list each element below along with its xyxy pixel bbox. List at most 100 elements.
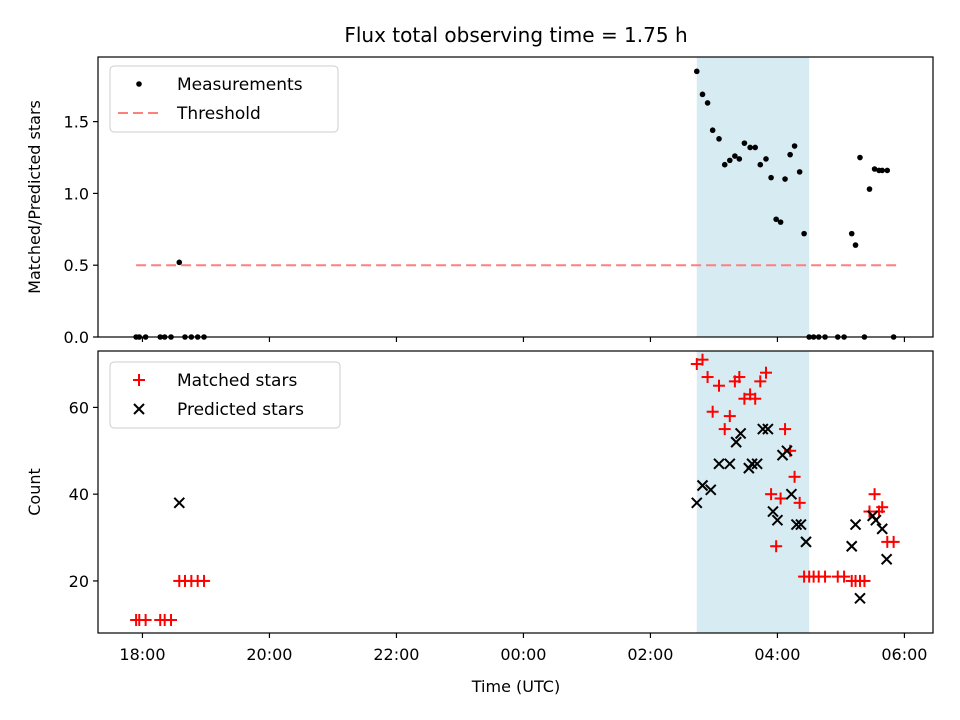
legend-measurements-label: Measurements [177, 75, 303, 95]
top-axes-frame [97, 56, 934, 338]
matched-star-point [701, 371, 714, 384]
measurement-point [796, 169, 803, 175]
bottom-y-axis-label: Count [25, 468, 44, 516]
predicted-star-point [173, 497, 185, 509]
matched-star-point [749, 392, 762, 405]
measurement-point [773, 216, 779, 223]
predicted-star-point [713, 458, 725, 470]
x-axis-label: Time (UTC) [471, 677, 560, 696]
measurement-point [732, 153, 738, 159]
measurement-point [801, 230, 807, 237]
predicted-stars-points [173, 423, 893, 604]
x-tick-label: 02:00 [627, 645, 673, 664]
predicted-star-point [691, 497, 703, 509]
matched-star-point [723, 410, 736, 423]
predicted-star-point [734, 427, 747, 440]
measurement-point [752, 144, 759, 151]
measurement-point [709, 127, 716, 134]
y-tick-label: 0.5 [64, 256, 89, 275]
measurement-point [848, 230, 855, 237]
legend-predicted-marker [133, 403, 145, 415]
predicted-star-point [876, 523, 888, 535]
measurement-point [693, 68, 700, 75]
matched-star-point [760, 366, 772, 379]
matched-star-point [887, 535, 900, 548]
y-tick-label: 20 [69, 572, 89, 591]
predicted-star-point [849, 518, 862, 531]
measurement-point [736, 156, 743, 162]
predicted-star-point [800, 536, 812, 548]
matched-star-point [198, 574, 211, 587]
matched-star-point [868, 488, 881, 501]
matched-star-point [765, 488, 778, 501]
measurement-point [787, 151, 793, 158]
top-legend: Measurements Threshold [109, 65, 339, 133]
legend-threshold-label: Threshold [176, 104, 261, 124]
matched-star-point [788, 470, 801, 483]
matched-star-point [754, 375, 767, 388]
predicted-star-point [757, 423, 769, 435]
measurement-point [716, 136, 722, 142]
y-tick-label: 1.0 [64, 184, 89, 203]
predicted-star-point [751, 458, 763, 470]
measurement-point [768, 174, 774, 181]
matched-star-point [696, 353, 709, 366]
top-y-ticks: 0.0 0.5 1.0 1.5 [64, 113, 98, 347]
measurement-point [721, 161, 728, 168]
predicted-star-point [724, 458, 736, 470]
matched-star-point [770, 540, 783, 553]
matched-star-point [733, 371, 746, 384]
legend-matched-label: Matched stars [177, 371, 297, 391]
measurement-point [777, 219, 784, 225]
x-tick-label: 20:00 [246, 645, 292, 664]
y-tick-label: 60 [69, 398, 89, 417]
measurement-points [133, 68, 897, 340]
bottom-legend: Matched stars Predicted stars [109, 361, 341, 429]
legend-matched-marker [133, 374, 145, 386]
x-tick-label: 00:00 [500, 645, 546, 664]
x-tick-label: 06:00 [881, 645, 927, 664]
x-tick-label: 18:00 [119, 645, 165, 664]
predicted-star-point [767, 505, 779, 518]
measurement-point [704, 100, 711, 106]
measurement-point [757, 161, 764, 168]
measurement-point [176, 259, 183, 266]
predicted-star-point [790, 518, 803, 531]
matched-star-point [876, 501, 889, 514]
top-x-ticks [141, 337, 906, 342]
x-tick-label: 22:00 [373, 645, 419, 664]
bottom-x-ticks: 18:00 20:00 22:00 00:00 02:00 04:00 06:00 [119, 633, 927, 664]
measurement-point [866, 186, 873, 192]
legend-measurements-marker [136, 81, 142, 87]
measurement-point [879, 167, 886, 174]
predicted-star-point [795, 518, 807, 531]
predicted-star-point [781, 445, 793, 457]
chart-title: Flux total observing time = 1.75 h [344, 23, 687, 47]
bottom-y-ticks: 20 40 60 [69, 398, 98, 591]
measurement-point [747, 144, 753, 151]
matched-stars-points [130, 353, 900, 626]
legend-predicted-label: Predicted stars [177, 400, 304, 420]
predicted-star-point [705, 484, 717, 496]
measurement-point [791, 143, 798, 149]
matched-star-point [819, 570, 832, 583]
matched-star-point [779, 423, 792, 436]
measurement-point [763, 156, 769, 162]
bottom-panel: 20 40 60 18:00 20:00 22:00 00:00 02:00 04:00 06:… [25, 350, 934, 696]
y-tick-label: 1.5 [64, 113, 89, 132]
top-y-axis-label: Matched/Predicted stars [25, 100, 44, 294]
top-highlight-span [696, 57, 810, 337]
predicted-star-point [771, 514, 784, 526]
predicted-star-point [762, 423, 774, 435]
y-tick-label: 0.0 [64, 328, 89, 347]
y-tick-label: 40 [69, 485, 89, 504]
measurement-point [699, 91, 706, 98]
measurement-point [727, 157, 733, 164]
predicted-star-point [785, 488, 798, 500]
x-tick-label: 04:00 [754, 645, 800, 664]
top-panel: 0.0 0.5 1.0 1.5 Matched/Predicted stars Mea… [25, 56, 934, 347]
matched-star-point [718, 423, 731, 436]
predicted-star-point [854, 592, 866, 604]
matched-star-point [165, 613, 178, 626]
